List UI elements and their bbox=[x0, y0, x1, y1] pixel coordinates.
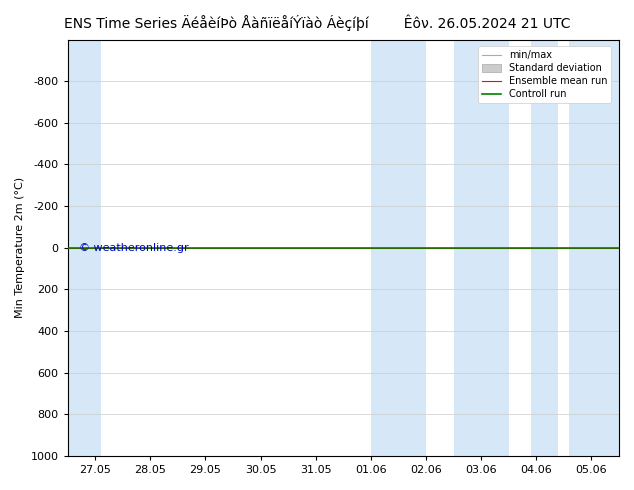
Bar bbox=[68, 40, 101, 456]
Bar bbox=[569, 40, 619, 456]
Text: © weatheronline.gr: © weatheronline.gr bbox=[79, 243, 188, 253]
Legend: min/max, Standard deviation, Ensemble mean run, Controll run: min/max, Standard deviation, Ensemble me… bbox=[478, 47, 611, 103]
Y-axis label: Min Temperature 2m (°C): Min Temperature 2m (°C) bbox=[15, 177, 25, 318]
Text: ENS Time Series ÄéåèíÞò ÅàñïëåíÝïàò Áèçíþí        Êôν. 26.05.2024 21 UTC: ENS Time Series ÄéåèíÞò ÅàñïëåíÝïàò Áèçí… bbox=[64, 15, 570, 31]
Bar bbox=[453, 40, 508, 456]
Bar bbox=[371, 40, 426, 456]
Bar bbox=[531, 40, 559, 456]
